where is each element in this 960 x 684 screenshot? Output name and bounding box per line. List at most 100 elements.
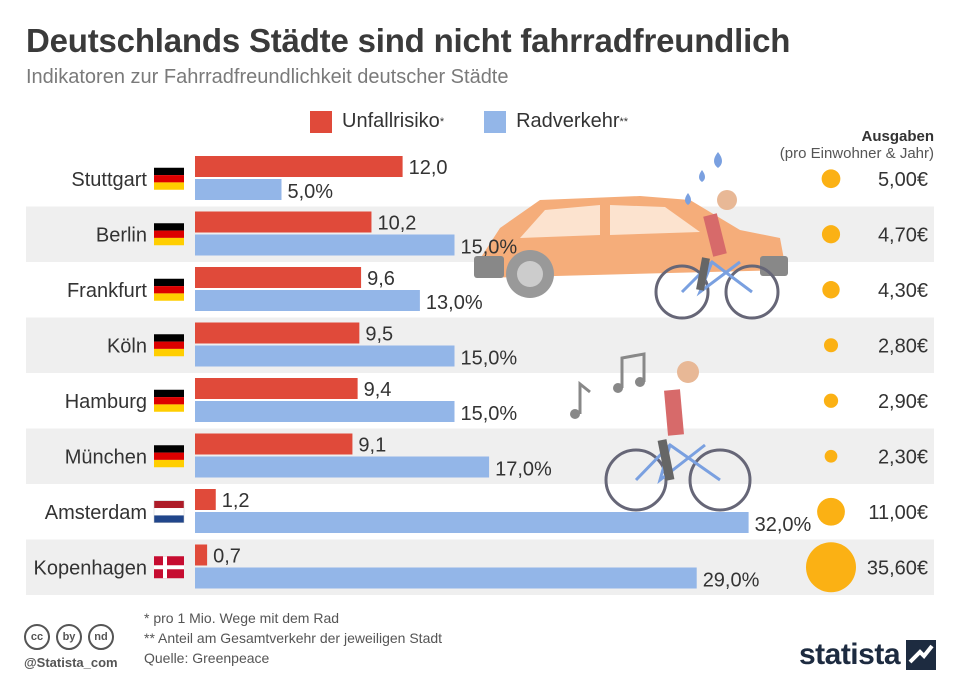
value-label-unfall: 9,5 [365, 324, 393, 346]
ausgaben-label: 4,30€ [878, 280, 928, 302]
ausgaben-subtitle: (pro Einwohner & Jahr) [779, 145, 934, 162]
flag-nl-icon [153, 500, 185, 523]
legend-item-rad: Radverkehr ** [484, 110, 628, 133]
row-kopenhagen: Kopenhagen 0,7 29,0% 35,60€ [34, 542, 928, 593]
value-label-rad: 15,0% [461, 348, 518, 370]
category-label: Köln [107, 335, 147, 357]
legend-mark-rad: ** [619, 115, 629, 128]
ausgaben-dot [821, 169, 841, 189]
cyclist-1-illustration [654, 190, 780, 320]
ausgaben-label: 4,70€ [878, 224, 928, 246]
bar-rad [195, 290, 420, 311]
bar-unfall [195, 433, 353, 455]
bar-rad [195, 234, 455, 256]
ausgaben-dot [824, 449, 838, 463]
legend: Unfallrisiko * Radverkehr ** [310, 110, 668, 133]
row-hamburg: Hamburg 9,4 15,0% 2,90€ [65, 378, 928, 425]
bar-unfall [195, 211, 372, 233]
flag-de-icon [154, 389, 184, 412]
category-label: Kopenhagen [34, 557, 147, 579]
legend-swatch-unfall [310, 110, 332, 133]
ausgaben-dot [821, 225, 841, 244]
bar-unfall [195, 544, 208, 566]
bar-rad [195, 512, 749, 533]
category-label: München [65, 446, 147, 468]
row-münchen: München 9,1 17,0% 2,30€ [65, 433, 928, 481]
row-berlin: Berlin 10,2 15,0% 4,70€ [96, 211, 928, 259]
value-label-unfall: 0,7 [213, 546, 241, 568]
legend-label-unfall: Unfallrisiko [342, 110, 440, 132]
legend-item-unfall: Unfallrisiko * [310, 110, 444, 133]
footnote-1: * pro 1 Mio. Wege mit dem Rad [144, 610, 340, 626]
footnote-2: ** Anteil am Gesamtverkehr der jeweilige… [144, 630, 443, 646]
ausgaben-dot [817, 497, 845, 526]
category-label: Hamburg [65, 391, 147, 413]
ausgaben-dot [823, 338, 839, 353]
value-label-unfall: 9,6 [367, 268, 395, 290]
category-label: Berlin [96, 224, 147, 246]
value-label-rad: 15,0% [461, 403, 518, 425]
bar-rad [195, 179, 282, 200]
chart-subtitle: Indikatoren zur Fahrradfreundlichkeit de… [26, 66, 509, 88]
by-icon: by [56, 624, 82, 650]
bar-unfall [195, 267, 362, 288]
twitter-handle: @Statista_com [24, 655, 118, 670]
cyclist-2-illustration [604, 361, 752, 512]
value-label-unfall: 9,1 [358, 435, 386, 457]
ausgaben-dot [806, 542, 856, 593]
value-label-rad: 5,0% [288, 181, 334, 203]
bar-unfall [195, 322, 360, 344]
flag-dk-icon [154, 556, 184, 579]
value-label-rad: 13,0% [426, 292, 483, 314]
legend-mark-unfall: * [439, 115, 445, 128]
statista-logo: statista [799, 638, 936, 672]
row-köln: Köln 9,5 15,0% 2,80€ [107, 322, 928, 370]
category-label: Amsterdam [45, 502, 147, 524]
logo-text: statista [798, 638, 901, 671]
flag-de-icon [154, 334, 184, 357]
sweat-drops [685, 152, 722, 205]
flag-de-icon [154, 278, 184, 301]
bar-unfall [195, 156, 403, 177]
bar-unfall [195, 489, 216, 510]
ausgaben-label: 11,00€ [868, 502, 928, 524]
flag-de-icon [154, 445, 184, 468]
bar-rad [195, 345, 455, 367]
row-amsterdam: Amsterdam 1,2 32,0% 11,00€ [45, 489, 928, 536]
legend-label-rad: Radverkehr [516, 110, 620, 132]
value-label-rad: 32,0% [755, 514, 812, 536]
bar-rad [195, 456, 490, 478]
value-label-rad: 17,0% [495, 459, 552, 481]
bar-rad [195, 401, 455, 422]
license-icons: cc by nd [24, 624, 120, 650]
ausgaben-header: Ausgaben (pro Einwohner & Jahr) [780, 128, 934, 162]
flag-de-icon [154, 223, 184, 246]
music-notes-icon [570, 352, 646, 419]
bar-unfall [195, 378, 358, 399]
flag-de-icon [154, 167, 184, 190]
row-stuttgart: Stuttgart 12,0 5,0% 5,00€ [71, 156, 928, 203]
ausgaben-label: 35,60€ [867, 557, 928, 579]
ausgaben-title: Ausgaben [861, 128, 934, 145]
value-label-unfall: 1,2 [222, 490, 250, 512]
bar-rad [195, 567, 697, 589]
footnotes: * pro 1 Mio. Wege mit dem Rad ** Anteil … [144, 608, 442, 668]
value-label-rad: 15,0% [461, 237, 518, 259]
legend-swatch-rad [484, 110, 507, 133]
illustrations [474, 152, 788, 512]
value-label-rad: 29,0% [703, 570, 760, 592]
chart-title: Deutschlands Städte sind nicht fahrradfr… [26, 22, 791, 59]
value-label-unfall: 10,2 [377, 213, 416, 235]
logo-mark-icon [906, 640, 936, 670]
value-label-unfall: 12,0 [409, 157, 448, 179]
ausgaben-label: 2,80€ [878, 335, 928, 357]
ausgaben-label: 5,00€ [878, 169, 928, 191]
ausgaben-label: 2,90€ [878, 391, 928, 413]
ausgaben-dot [822, 281, 840, 299]
nd-icon: nd [88, 624, 114, 650]
row-frankfurt: Frankfurt 9,6 13,0% 4,30€ [67, 267, 928, 314]
category-label: Frankfurt [67, 280, 147, 302]
ausgaben-label: 2,30€ [878, 446, 928, 468]
cc-icon: cc [24, 624, 50, 650]
